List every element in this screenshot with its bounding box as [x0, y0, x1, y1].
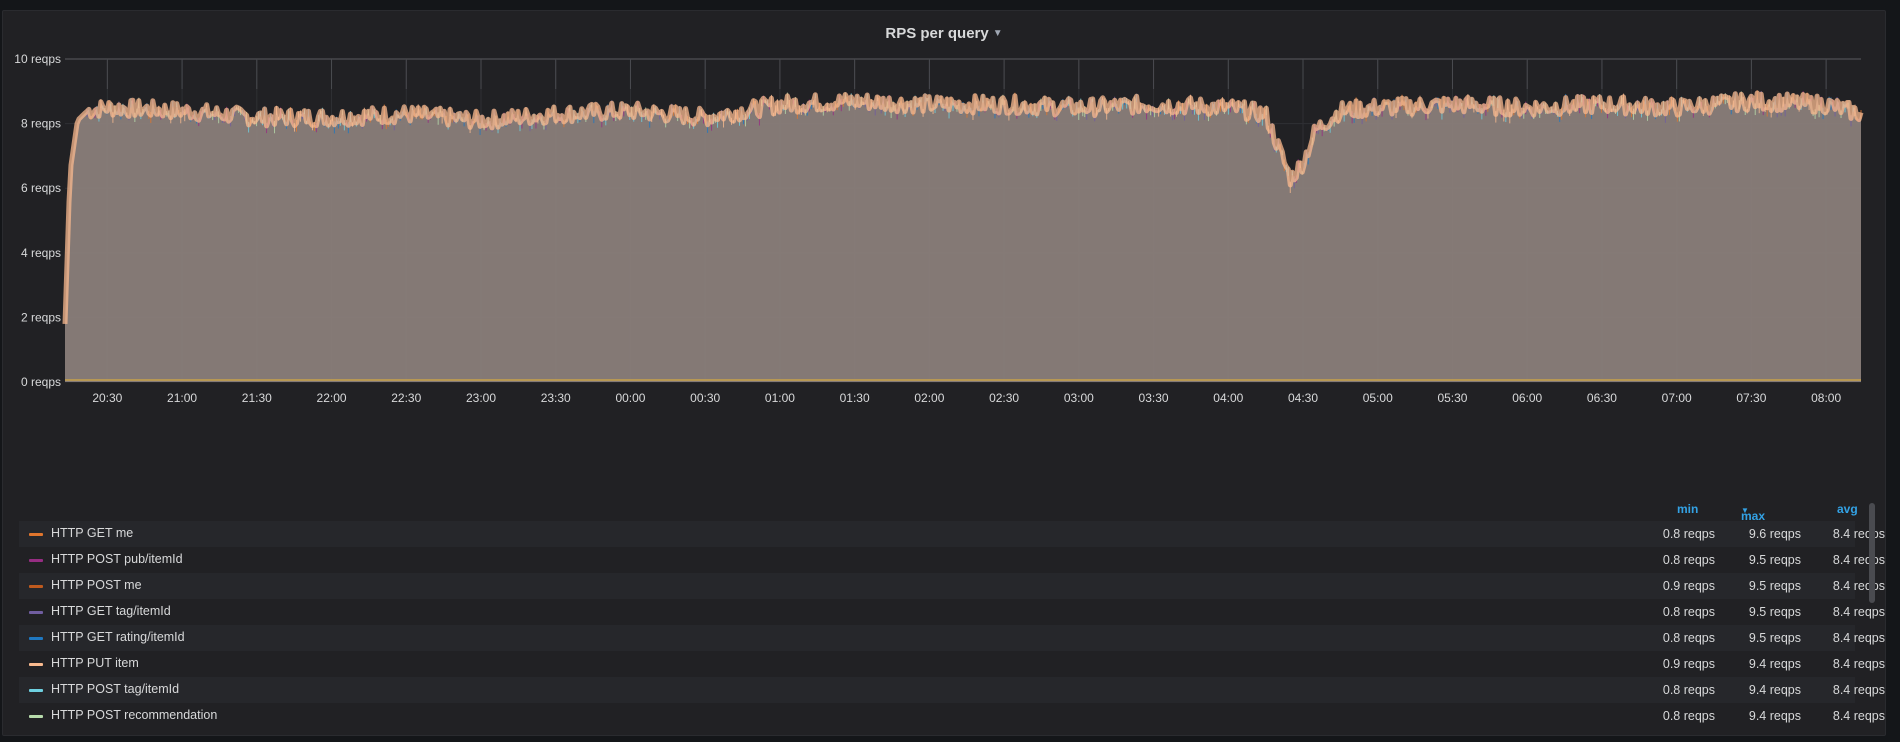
panel-title[interactable]: RPS per query ▼	[3, 25, 1885, 42]
x-tick-label: 00:00	[615, 391, 645, 405]
x-tick-label: 05:00	[1363, 391, 1393, 405]
legend-table: min max ▼ avg HTTP GET me 0.8 reqps 9.6 req…	[19, 495, 1885, 729]
legend-value-max: 9.5 reqps	[1748, 605, 1801, 619]
legend-color-swatch[interactable]	[29, 689, 43, 692]
legend-value-min: 0.8 reqps	[1662, 553, 1715, 567]
sort-desc-icon: ▼	[1741, 506, 1749, 515]
y-tick-label: 6 reqps	[21, 181, 61, 195]
legend-series-name[interactable]: HTTP POST pub/itemId	[51, 552, 183, 566]
legend-row[interactable]: HTTP PUT item 0.9 reqps 9.4 reqps 8.4 reqps	[19, 651, 1885, 677]
x-tick-label: 06:00	[1512, 391, 1542, 405]
legend-row[interactable]: HTTP POST pub/itemId 0.8 reqps 9.5 reqps 8.…	[19, 547, 1885, 573]
x-tick-label: 02:00	[914, 391, 944, 405]
legend-value-min: 0.8 reqps	[1662, 605, 1715, 619]
legend-color-swatch[interactable]	[29, 585, 43, 588]
legend-color-swatch[interactable]	[29, 611, 43, 614]
legend-value-min: 0.8 reqps	[1662, 683, 1715, 697]
legend-color-swatch[interactable]	[29, 533, 43, 536]
x-tick-label: 03:30	[1139, 391, 1169, 405]
legend-color-swatch[interactable]	[29, 637, 43, 640]
y-tick-label: 8 reqps	[21, 117, 61, 131]
legend-header-max-label: max	[1741, 509, 1766, 523]
x-tick-label: 03:00	[1064, 391, 1094, 405]
x-tick-label: 22:00	[317, 391, 347, 405]
x-tick-label: 04:00	[1213, 391, 1243, 405]
legend-rows: HTTP GET me 0.8 reqps 9.6 reqps 8.4 reqps HT…	[19, 521, 1885, 729]
legend-row[interactable]: HTTP GET me 0.8 reqps 9.6 reqps 8.4 reqps	[19, 521, 1885, 547]
x-axis-labels: 20:30 21:00 21:30 22:00 22:30 23:00 23:30 00:00…	[92, 391, 1841, 405]
legend-value-avg: 8.4 reqps	[1832, 709, 1885, 723]
x-tick-label: 21:30	[242, 391, 272, 405]
x-tick-label: 00:30	[690, 391, 720, 405]
x-tick-label: 04:30	[1288, 391, 1318, 405]
legend-value-max: 9.4 reqps	[1748, 683, 1801, 697]
x-tick-label: 22:30	[391, 391, 421, 405]
y-tick-label: 0 reqps	[21, 375, 61, 389]
x-tick-label: 08:00	[1811, 391, 1841, 405]
x-tick-label: 02:30	[989, 391, 1019, 405]
rps-chart[interactable]: 0 reqps 2 reqps 4 reqps 6 reqps 8 reqps 10 re…	[3, 11, 1885, 493]
legend-series-name[interactable]: HTTP PUT item	[51, 656, 139, 670]
legend-row[interactable]: HTTP POST me 0.9 reqps 9.5 reqps 8.4 reqps	[19, 573, 1885, 599]
legend-value-max: 9.4 reqps	[1748, 709, 1801, 723]
series-line-http-put-item	[62, 90, 1864, 324]
legend-header-max[interactable]: max ▼	[1741, 502, 1765, 523]
legend-color-swatch[interactable]	[29, 715, 43, 718]
legend-value-max: 9.6 reqps	[1748, 527, 1801, 541]
graph-panel: RPS per query ▼ 0 reqps 2 reqps 4 reqps 6 re…	[2, 10, 1886, 736]
legend-value-min: 0.8 reqps	[1662, 527, 1715, 541]
legend-header: min max ▼ avg	[19, 495, 1858, 523]
legend-row[interactable]: HTTP GET tag/itemId 0.8 reqps 9.5 reqps 8.4…	[19, 599, 1885, 625]
panel-title-text[interactable]: RPS per query	[885, 25, 989, 42]
series-fill	[65, 93, 1861, 382]
legend-series-name[interactable]: HTTP POST me	[51, 578, 142, 592]
legend-header-min[interactable]: min	[1677, 502, 1699, 516]
legend-value-avg: 8.4 reqps	[1832, 657, 1885, 671]
x-tick-label: 01:00	[765, 391, 795, 405]
chevron-down-icon[interactable]: ▼	[992, 28, 1003, 39]
x-tick-label: 07:00	[1662, 391, 1692, 405]
legend-value-max: 9.5 reqps	[1748, 579, 1801, 593]
series-area	[62, 90, 1864, 382]
legend-series-name[interactable]: HTTP POST tag/itemId	[51, 682, 180, 696]
legend-series-name[interactable]: HTTP POST recommendation	[51, 708, 218, 722]
legend-value-min: 0.9 reqps	[1662, 579, 1715, 593]
x-tick-label: 23:00	[466, 391, 496, 405]
legend-row[interactable]: HTTP POST tag/itemId 0.8 reqps 9.4 reqps 8.…	[19, 677, 1885, 703]
legend-row[interactable]: HTTP POST recommendation 0.8 reqps 9.4 req…	[19, 703, 1885, 729]
legend-value-avg: 8.4 reqps	[1832, 683, 1885, 697]
x-tick-label: 01:30	[840, 391, 870, 405]
legend-value-max: 9.5 reqps	[1748, 631, 1801, 645]
legend-series-name[interactable]: HTTP GET me	[51, 526, 134, 540]
legend-scrollbar[interactable]	[1869, 503, 1875, 603]
legend-color-swatch[interactable]	[29, 663, 43, 666]
legend-value-max: 9.5 reqps	[1748, 553, 1801, 567]
x-tick-label: 20:30	[92, 391, 122, 405]
x-tick-label: 06:30	[1587, 391, 1617, 405]
y-tick-label: 10 reqps	[14, 52, 61, 66]
x-tick-label: 05:30	[1437, 391, 1467, 405]
legend-color-swatch[interactable]	[29, 559, 43, 562]
legend-header-avg[interactable]: avg	[1837, 502, 1858, 516]
legend-value-avg: 8.4 reqps	[1832, 631, 1885, 645]
legend-series-name[interactable]: HTTP GET tag/itemId	[51, 604, 171, 618]
x-tick-label: 07:30	[1736, 391, 1766, 405]
y-tick-label: 2 reqps	[21, 310, 61, 324]
legend-value-min: 0.8 reqps	[1662, 709, 1715, 723]
x-tick-label: 21:00	[167, 391, 197, 405]
y-tick-label: 4 reqps	[21, 246, 61, 260]
legend-value-max: 9.4 reqps	[1748, 657, 1801, 671]
legend-value-min: 0.9 reqps	[1662, 657, 1715, 671]
x-tick-label: 23:30	[541, 391, 571, 405]
legend-value-avg: 8.4 reqps	[1832, 605, 1885, 619]
legend-series-name[interactable]: HTTP GET rating/itemId	[51, 630, 185, 644]
legend-row[interactable]: HTTP GET rating/itemId 0.8 reqps 9.5 reqps…	[19, 625, 1885, 651]
y-axis-labels: 0 reqps 2 reqps 4 reqps 6 reqps 8 reqps 10 re…	[14, 52, 61, 389]
legend-value-min: 0.8 reqps	[1662, 631, 1715, 645]
